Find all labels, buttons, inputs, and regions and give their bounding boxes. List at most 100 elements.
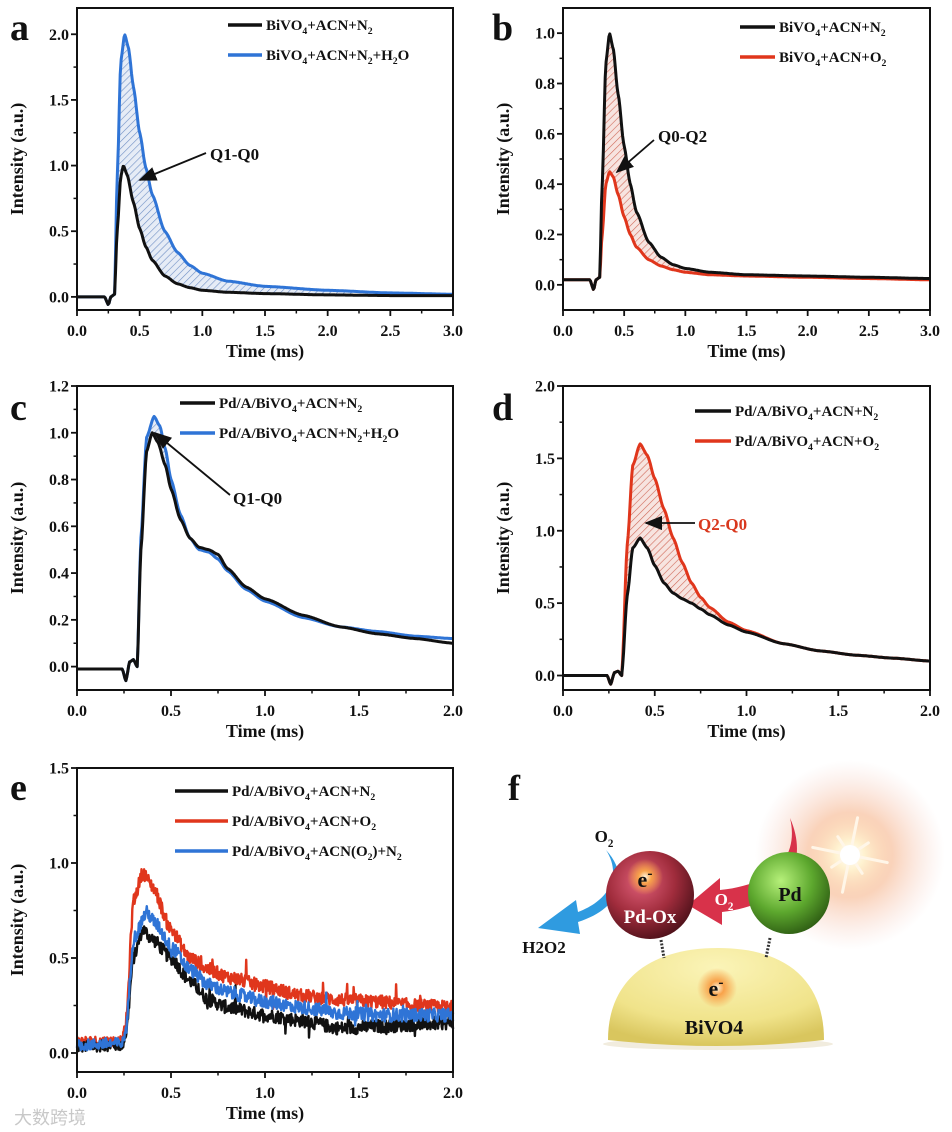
x-tick-label: 0.5 xyxy=(614,323,634,340)
x-tick-label: 3.0 xyxy=(443,323,463,340)
o2-to-h2o2-arrow-icon xyxy=(538,850,620,934)
legend-label: Pd/A/BiVO4+ACN+N2 xyxy=(735,404,878,423)
watermark: 大数跨境 xyxy=(14,1108,86,1129)
y-tick-label: 2.0 xyxy=(49,27,69,44)
x-tick-label: 1.0 xyxy=(737,703,757,720)
electron-glow xyxy=(627,859,663,895)
y-tick-label: 0.5 xyxy=(49,951,69,968)
y-tick-label: 1.0 xyxy=(535,26,555,43)
y-axis-title: Intensity (a.u.) xyxy=(7,103,28,216)
y-tick-label: 0.0 xyxy=(49,289,69,306)
pd-label: Pd xyxy=(778,884,801,906)
x-axis-title: Time (ms) xyxy=(226,721,304,742)
o2-reactant-label: O2 xyxy=(595,827,614,850)
light-core xyxy=(840,845,860,865)
x-tick-label: 0.5 xyxy=(161,703,181,720)
annotation-arrow xyxy=(615,139,655,174)
charts-layer: 0.0 0.5 1.0 1.5 2.0 2.5 3.0 0.0 0.5 1.0 1.5 2.0 Time… xyxy=(7,7,940,1124)
series-line-1 xyxy=(76,925,455,1053)
series-line-1 xyxy=(76,164,454,306)
y-tick-label: 0.0 xyxy=(49,1046,69,1063)
y-tick-label: 0.4 xyxy=(535,177,555,194)
series-line-1 xyxy=(562,32,931,291)
series-line-2 xyxy=(562,170,931,291)
o2-arrow-label: O2 xyxy=(715,890,734,913)
chart-panel-d: 0.0 0.5 1.0 1.5 2.0 0.0 0.5 1.0 1.5 2.0 Time (ms) I… xyxy=(492,379,940,743)
y-tick-label: 0.0 xyxy=(49,659,69,676)
x-tick-label: 1.0 xyxy=(255,1085,275,1102)
x-axis-title: Time (ms) xyxy=(226,341,304,362)
y-tick-label: 1.2 xyxy=(49,379,69,396)
schematic-panel-f: f e- BiVO4 O2 O2 H2O2 e- Pd-Ox Pd xyxy=(508,760,945,1050)
y-tick-label: 0.8 xyxy=(49,472,69,489)
pd-sphere xyxy=(748,852,830,934)
legend-label: Pd/A/BiVO4+ACN+N2+H2O xyxy=(219,426,399,445)
y-tick-label: 1.5 xyxy=(535,451,555,468)
y-tick-label: 0.6 xyxy=(535,126,555,143)
chart-panel-b: 0.0 0.5 1.0 1.5 2.0 2.5 3.0 0.0 0.2 0.4 0.6 0.8 1.0 T… xyxy=(492,7,940,362)
y-tick-label: 0.0 xyxy=(535,668,555,685)
x-axis-title: Time (ms) xyxy=(707,721,785,742)
bond-connector xyxy=(659,939,666,959)
x-tick-label: 2.0 xyxy=(920,703,940,720)
panel-label: e xyxy=(10,767,27,809)
x-tick-label: 0.5 xyxy=(645,703,665,720)
h2o2-product-label: H2O2 xyxy=(522,938,565,957)
x-tick-label: 2.0 xyxy=(798,323,818,340)
y-axis-title: Intensity (a.u.) xyxy=(493,103,514,216)
chart-panel-a: 0.0 0.5 1.0 1.5 2.0 2.5 3.0 0.0 0.5 1.0 1.5 2.0 Time… xyxy=(7,7,463,362)
series-line-1 xyxy=(562,536,931,686)
annotation-arrow xyxy=(153,431,231,496)
y-tick-label: 2.0 xyxy=(535,379,555,396)
series-line-1 xyxy=(76,431,454,683)
x-tick-label: 0.0 xyxy=(67,323,87,340)
series-line-3 xyxy=(75,905,455,1052)
chart-panel-c: 0.0 0.5 1.0 1.5 2.0 0.0 0.2 0.4 0.6 0.8 1.0 1.2 Time… xyxy=(7,379,463,743)
electron-glow xyxy=(697,968,737,1008)
x-axis-title: Time (ms) xyxy=(226,1103,304,1124)
legend-label: Pd/A/BiVO4+ACN+N2 xyxy=(219,396,362,415)
x-tick-label: 2.0 xyxy=(443,703,463,720)
legend-label: BiVO4+ACN+N2 xyxy=(266,18,373,37)
y-tick-label: 0.4 xyxy=(49,566,69,583)
y-tick-label: 1.5 xyxy=(49,761,69,778)
y-tick-label: 0.6 xyxy=(49,519,69,536)
x-tick-label: 0.0 xyxy=(553,323,573,340)
x-tick-label: 1.0 xyxy=(255,703,275,720)
y-tick-label: 0.2 xyxy=(535,227,555,244)
series-line-2 xyxy=(76,33,454,306)
x-tick-label: 1.0 xyxy=(675,323,695,340)
panel-label: f xyxy=(508,768,521,808)
o2-arrow-red-icon xyxy=(688,818,797,925)
annotation-label: Q1-Q0 xyxy=(233,489,282,508)
annotation-arrow xyxy=(138,152,207,181)
legend-label: Pd/A/BiVO4+ACN+N2 xyxy=(232,784,375,803)
chart-panel-e: 0.0 0.5 1.0 1.5 2.0 0.0 0.5 1.0 1.5 Time (ms) Inte… xyxy=(7,761,463,1125)
y-tick-label: 0.8 xyxy=(535,76,555,93)
legend-label: Pd/A/BiVO4+ACN+O2 xyxy=(735,434,879,453)
panel-label: c xyxy=(10,387,27,429)
y-axis-title: Intensity (a.u.) xyxy=(493,482,514,595)
x-axis-title: Time (ms) xyxy=(707,341,785,362)
x-tick-label: 0.5 xyxy=(161,1085,181,1102)
legend-label: BiVO4+ACN+N2+H2O xyxy=(266,48,409,67)
x-tick-label: 2.0 xyxy=(318,323,338,340)
legend-label: Pd/A/BiVO4+ACN(O2)+N2 xyxy=(232,844,402,863)
annotation-label: Q1-Q0 xyxy=(210,145,259,164)
x-tick-label: 2.5 xyxy=(859,323,879,340)
x-tick-label: 1.0 xyxy=(192,323,212,340)
panel-label: a xyxy=(10,7,29,49)
annotation-label: Q0-Q2 xyxy=(658,127,707,146)
panel-label: d xyxy=(492,387,513,429)
x-tick-label: 0.0 xyxy=(67,703,87,720)
x-tick-label: 1.5 xyxy=(255,323,275,340)
y-tick-label: 1.0 xyxy=(49,856,69,873)
bivo4-label: BiVO4 xyxy=(685,1017,744,1039)
legend-label: Pd/A/BiVO4+ACN+O2 xyxy=(232,814,376,833)
x-tick-label: 2.0 xyxy=(443,1085,463,1102)
plot-frame xyxy=(562,385,931,691)
y-tick-label: 1.0 xyxy=(535,523,555,540)
pdox-label: Pd-Ox xyxy=(624,907,677,928)
annotation-label: Q2-Q0 xyxy=(698,515,747,534)
